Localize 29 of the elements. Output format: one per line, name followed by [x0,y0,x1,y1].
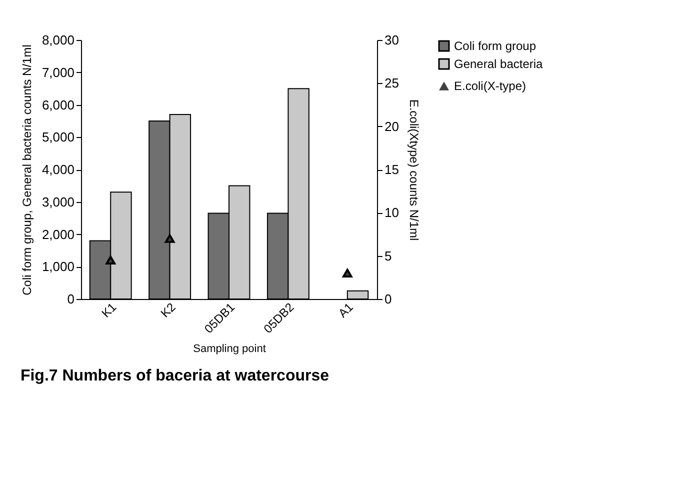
y2-tick-label: 0 [384,292,392,306]
y-tick-label: 5,000 [42,130,74,145]
point [342,268,352,278]
y2-tick-label: 5 [384,248,392,264]
y2-tick-label: 15 [384,162,399,177]
y-tick-label: 8,000 [42,32,74,48]
x-tick-label: K2 [158,300,179,320]
legend-label: Coli form group [454,39,536,53]
y-tick-label: 4,000 [42,162,74,177]
y-tick-label: 7,000 [42,64,74,80]
y2-axis-title: E.coli(Xtype) counts N/1ml [406,99,421,241]
y-axis-title: Coli form group, General bacteria counts N/1ml [20,44,34,296]
y2-tick-label: 25 [384,76,399,91]
point [106,256,116,265]
x-axis-title: Sampling point [193,343,266,356]
y-tick-label: 2,000 [42,226,74,242]
y2-tick-label: 20 [384,118,399,134]
y-tick-label: 0 [67,292,74,306]
text: Fig.7 Numbers of baceria at watercourse [20,368,330,385]
legend-label: General bacteria [454,57,544,71]
legend-label: E.coli(X-type) [454,79,526,93]
x-tick-label: A1 [336,300,356,320]
y2-tick-label: 30 [384,32,399,48]
y-tick-label: 1,000 [42,259,74,274]
y-tick-label: 6,000 [42,97,74,112]
y2-tick-label: 10 [384,205,399,220]
y-tick-label: 3,000 [42,194,74,210]
x-tick-label: K1 [98,300,120,320]
point [164,234,175,243]
